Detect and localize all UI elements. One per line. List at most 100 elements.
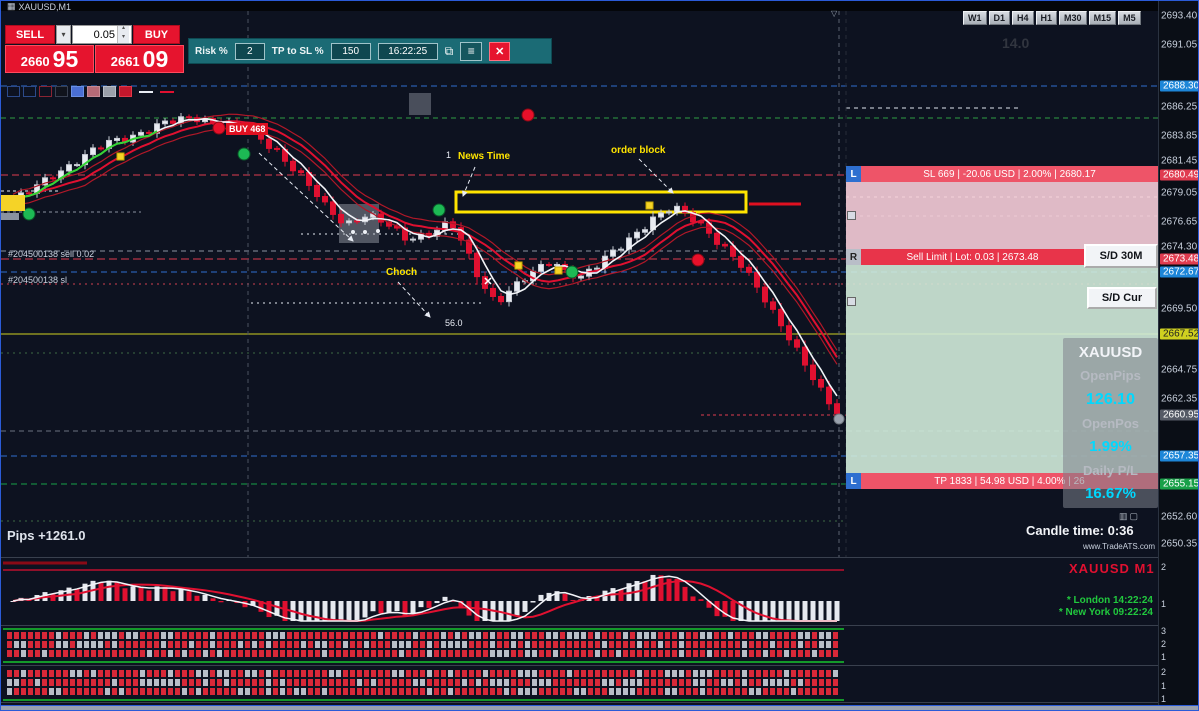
clock-display [377, 42, 438, 60]
stats-symbol: XAUUSD [1078, 344, 1143, 361]
price-scale[interactable]: 2693.40 2691.05 2688.30 2686.25 2683.85 2681.… [1158, 1, 1198, 705]
line-style-icon-2[interactable] [160, 90, 174, 93]
sell-price-big-figure: 2660 [20, 54, 50, 69]
price-tag: 2672.67 [1160, 266, 1198, 278]
price-tick: 2664.75 [1161, 364, 1198, 376]
price-tick: 2691.05 [1161, 39, 1198, 51]
supply-box [339, 204, 379, 243]
menu-button[interactable]: ≡ [460, 41, 483, 61]
candle-countdown: Candle time: 0:36 [1026, 523, 1134, 538]
timeframe-button-h4[interactable]: H4 [1012, 11, 1034, 25]
open-pips-label: OpenPips [1080, 368, 1141, 384]
sl-order-text: SL 669 | -20.06 USD | 2.00% | 2680.17 [861, 166, 1158, 182]
sl-lock-button[interactable]: L [846, 166, 861, 182]
indicator-toggle-6[interactable] [87, 86, 100, 97]
indicator-scale-tick: 2 [1161, 562, 1167, 572]
price-tick: 2669.50 [1161, 303, 1198, 315]
timeframe-button-d1[interactable]: D1 [988, 11, 1011, 25]
window-top-strip [1, 1, 1198, 11]
price-tick: 2683.85 [1161, 130, 1198, 142]
price-tag: 2660.95 [1160, 409, 1198, 421]
price-tick: 2652.60 [1161, 511, 1198, 523]
pips-counter: Pips +1261.0 [7, 528, 86, 543]
sell-limit-order-bar[interactable]: R Sell Limit | Lot: 0.03 | 2673.48 [846, 249, 1084, 265]
daily-pl-label: Daily P/L [1083, 462, 1138, 478]
indicator-toggle-3[interactable] [39, 86, 52, 97]
price-tick: 2662.35 [1161, 393, 1198, 405]
ea-toolbar: Risk % TP to SL % ⧉ ≡ ✕ [188, 38, 552, 64]
open-pos-value: 1.99% [1089, 438, 1132, 456]
copy-icon[interactable]: ⧉ [444, 43, 454, 58]
price-tick: 2693.40 [1161, 10, 1198, 22]
sd-cur-button[interactable]: S/D Cur [1087, 287, 1157, 309]
timeframe-toolbar: W1 D1 H4 H1 M30 M15 M5 [963, 11, 1141, 25]
open-pos-label: OpenPos [1081, 415, 1140, 431]
stepper-down-icon[interactable]: ▾ [118, 34, 129, 43]
indicator-toggle-row [7, 86, 174, 97]
close-panel-button[interactable]: ✕ [489, 41, 511, 61]
line-style-icon-1[interactable] [139, 90, 153, 93]
news-index: 1 [446, 150, 452, 160]
indicator-scale-tick: 1 [1161, 599, 1167, 609]
news-time-label: News Time [458, 151, 511, 162]
buy-signal-label: BUY 468 [226, 123, 269, 135]
lot-size-input[interactable] [73, 26, 117, 43]
session-clocks: * London 14:22:24 * New York 09:22:24 [991, 595, 1153, 619]
indicator-scale-tick: 1 [1161, 694, 1167, 704]
choch-label: Choch [386, 267, 418, 278]
indicator-scale-tick: 1 [1161, 681, 1167, 691]
buy-price-big-figure: 2661 [110, 54, 140, 69]
one-click-trade-panel: SELL ▾ ▴ ▾ BUY 2660 95 2661 09 [5, 25, 187, 74]
sell-price-pips: 95 [52, 46, 79, 72]
sd-30m-button[interactable]: S/D 30M [1084, 244, 1158, 268]
session-newyork: * New York 09:22:24 [1058, 607, 1153, 618]
indicator-toggle-1[interactable] [7, 86, 20, 97]
buy-button[interactable]: BUY [133, 25, 180, 44]
lot-dropdown-button[interactable]: ▾ [56, 25, 71, 44]
price-tag: 2655.15 [1160, 478, 1198, 490]
chart-shift-marker[interactable]: ▽ [831, 9, 838, 18]
svg-text:✕: ✕ [483, 276, 492, 288]
zone-resize-handle[interactable] [847, 297, 856, 306]
indicator-toggle-4[interactable] [55, 86, 68, 97]
sell-price-display[interactable]: 2660 95 [5, 45, 94, 73]
buy-price-display[interactable]: 2661 09 [95, 45, 184, 73]
order-block-label: order block [611, 145, 666, 156]
price-tag: 2688.30 [1160, 80, 1198, 92]
price-tag: 2667.52 [1160, 328, 1198, 340]
timeframe-button-w1[interactable]: W1 [963, 11, 987, 25]
indicator-scale-tick: 2 [1161, 667, 1167, 677]
timeframe-button-h1[interactable]: H1 [1035, 11, 1058, 25]
indicator-toggle-2[interactable] [23, 86, 36, 97]
price-tick: 2676.65 [1161, 216, 1198, 228]
tp-to-sl-label: TP to SL % [271, 45, 324, 57]
indicator-toggle-8[interactable] [119, 86, 132, 97]
tp-lock-button[interactable]: L [846, 473, 861, 489]
stepper-up-icon[interactable]: ▴ [118, 25, 129, 35]
zone-resize-handle[interactable] [847, 211, 856, 220]
fib-level-label: 56.0 [445, 318, 463, 328]
timeframe-button-m5[interactable]: M5 [1118, 11, 1141, 25]
price-chart[interactable]: ✕ [1, 1, 1158, 705]
close-icon: ✕ [495, 45, 505, 58]
sl-order-line-bar[interactable]: L SL 669 | -20.06 USD | 2.00% | 2680.17 [846, 166, 1158, 182]
account-stats-panel: XAUUSD OpenPips 126.10 OpenPos 1.99% Dai… [1063, 338, 1158, 508]
indicator-toggle-7[interactable] [103, 86, 116, 97]
indicator-toggle-5[interactable] [71, 86, 84, 97]
timeframe-button-m30[interactable]: M30 [1059, 11, 1087, 25]
tp-to-sl-input[interactable] [330, 42, 371, 60]
open-pips-value: 126.10 [1086, 390, 1135, 408]
sell-button[interactable]: SELL [5, 25, 55, 44]
price-tick: 2681.45 [1161, 155, 1198, 167]
position-sl-label: #204500138 sl [8, 275, 68, 285]
timeframe-button-m15[interactable]: M15 [1088, 11, 1117, 25]
box-icon: ▢ [1129, 511, 1141, 521]
buy-price-pips: 09 [142, 46, 169, 72]
price-tick: 2686.25 [1161, 101, 1198, 113]
indicator-scale-tick: 1 [1161, 652, 1167, 662]
risk-input[interactable] [234, 42, 265, 60]
panel-mini-icons[interactable]: ▥▢ [1119, 511, 1140, 522]
sell-limit-r-button[interactable]: R [846, 249, 861, 265]
left-price-flag [1, 195, 25, 211]
